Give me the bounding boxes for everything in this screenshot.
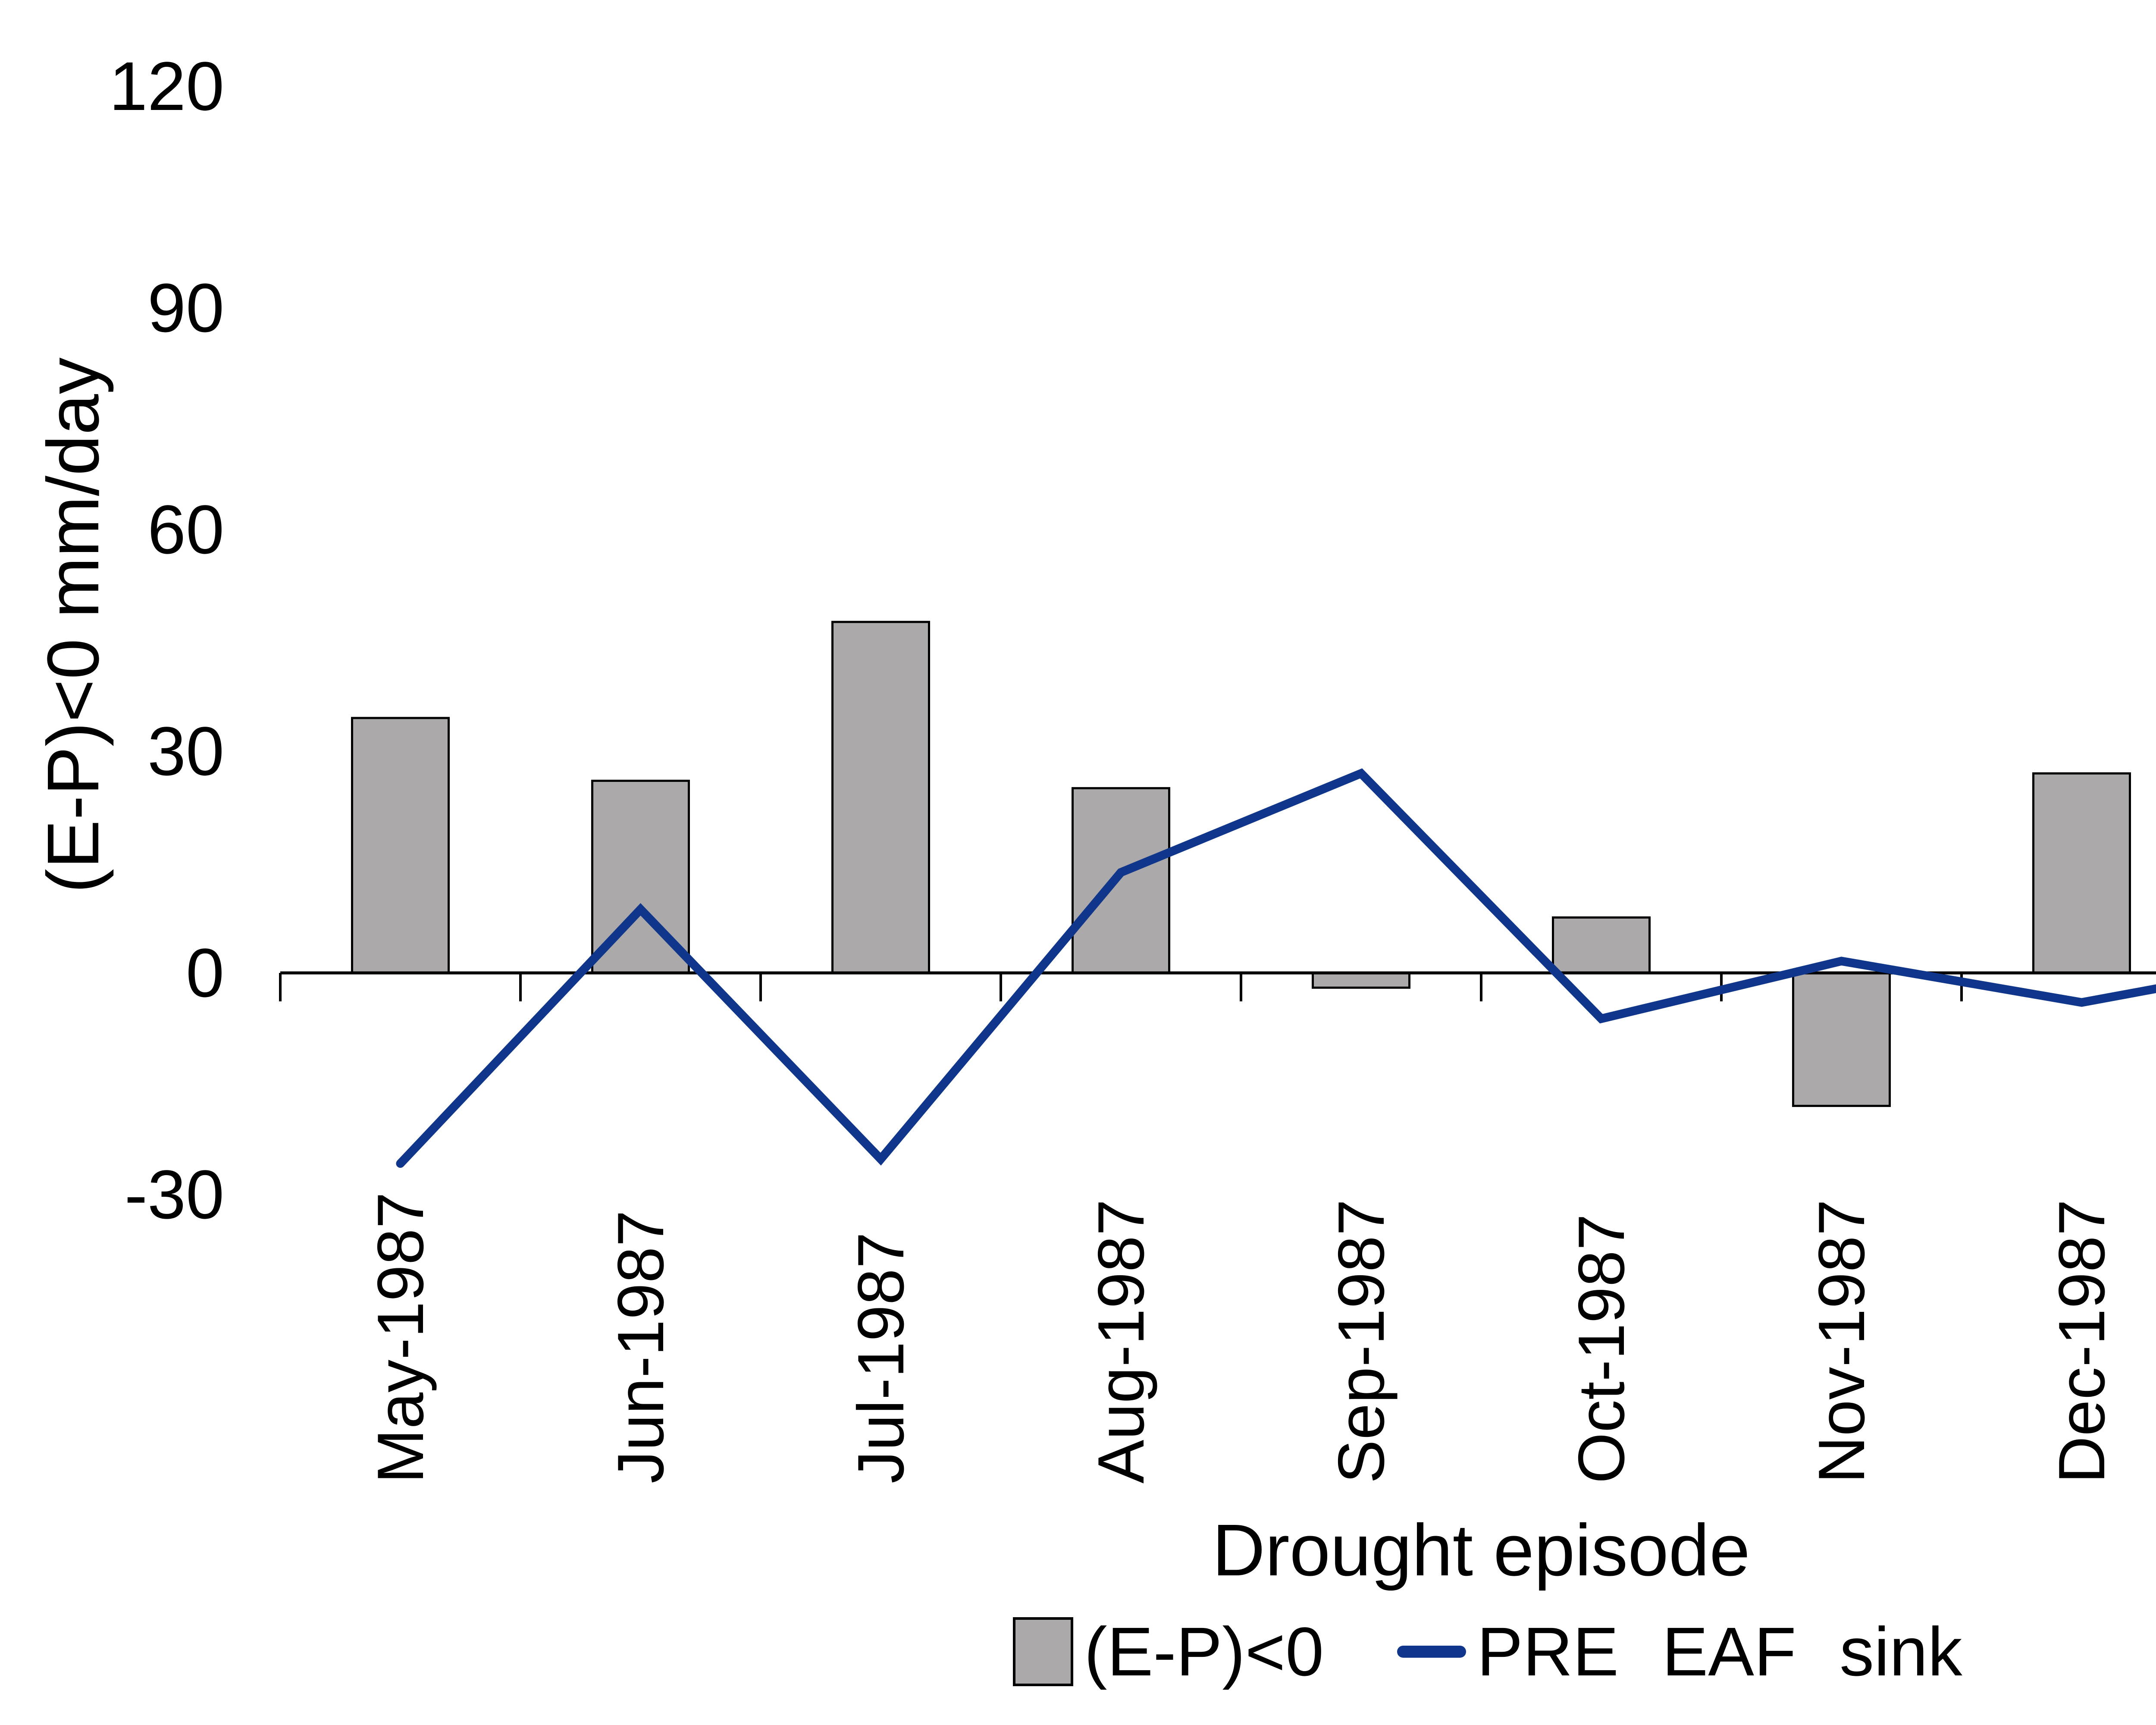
left-axis-tick-label: 0 [186, 934, 224, 1011]
bar-Nov-1987 [1792, 972, 1891, 1107]
x-axis-tick-label: Aug-1987 [1084, 1199, 1158, 1484]
x-axis-tick-label: Dec-1987 [2045, 1199, 2118, 1484]
x-axis-tick-label: May-1987 [364, 1192, 437, 1484]
bar-Dec-1987 [2032, 772, 2131, 974]
x-axis-tick-label: Oct-1987 [1564, 1214, 1638, 1484]
x-axis-tick-label: Nov-1987 [1805, 1199, 1878, 1484]
x-axis-tick-label: Jul-1987 [844, 1232, 918, 1484]
left-axis-tick-label: 120 [109, 47, 224, 125]
legend: (E-P)<0 PRE EAF sink [0, 1596, 2156, 1708]
legend-label-line-series: PRE EAF sink [1477, 1613, 1962, 1690]
left-axis-tick-label: 60 [147, 491, 224, 568]
left-axis-tick-label: 30 [147, 712, 224, 790]
bar-Oct-1987 [1552, 916, 1651, 974]
left-axis-tick-label: -30 [124, 1156, 224, 1233]
pre-line [396, 768, 2156, 1168]
legend-item-line-series: PRE EAF sink [1397, 1609, 1962, 1695]
bar-Sep-1987 [1312, 972, 1410, 989]
left-axis-title: (E-P)<0 mm/day [32, 357, 114, 894]
left-axis-tick-label: 90 [147, 269, 224, 346]
legend-item-bar-series: (E-P)<0 [1013, 1609, 1324, 1695]
legend-label-bar-series: (E-P)<0 [1084, 1613, 1324, 1690]
x-axis-title: Drought episode [1212, 1509, 1750, 1591]
line-series-swatch-icon [1397, 1646, 1467, 1658]
bar-series-swatch-icon [1013, 1617, 1074, 1686]
x-axis-tick-label: Jun-1987 [604, 1210, 677, 1484]
bar-Aug-1987 [1072, 787, 1170, 974]
bar-Jul-1987 [831, 621, 930, 974]
x-axis-tick-label: Sep-1987 [1324, 1199, 1398, 1484]
bar-May-1987 [351, 717, 450, 974]
